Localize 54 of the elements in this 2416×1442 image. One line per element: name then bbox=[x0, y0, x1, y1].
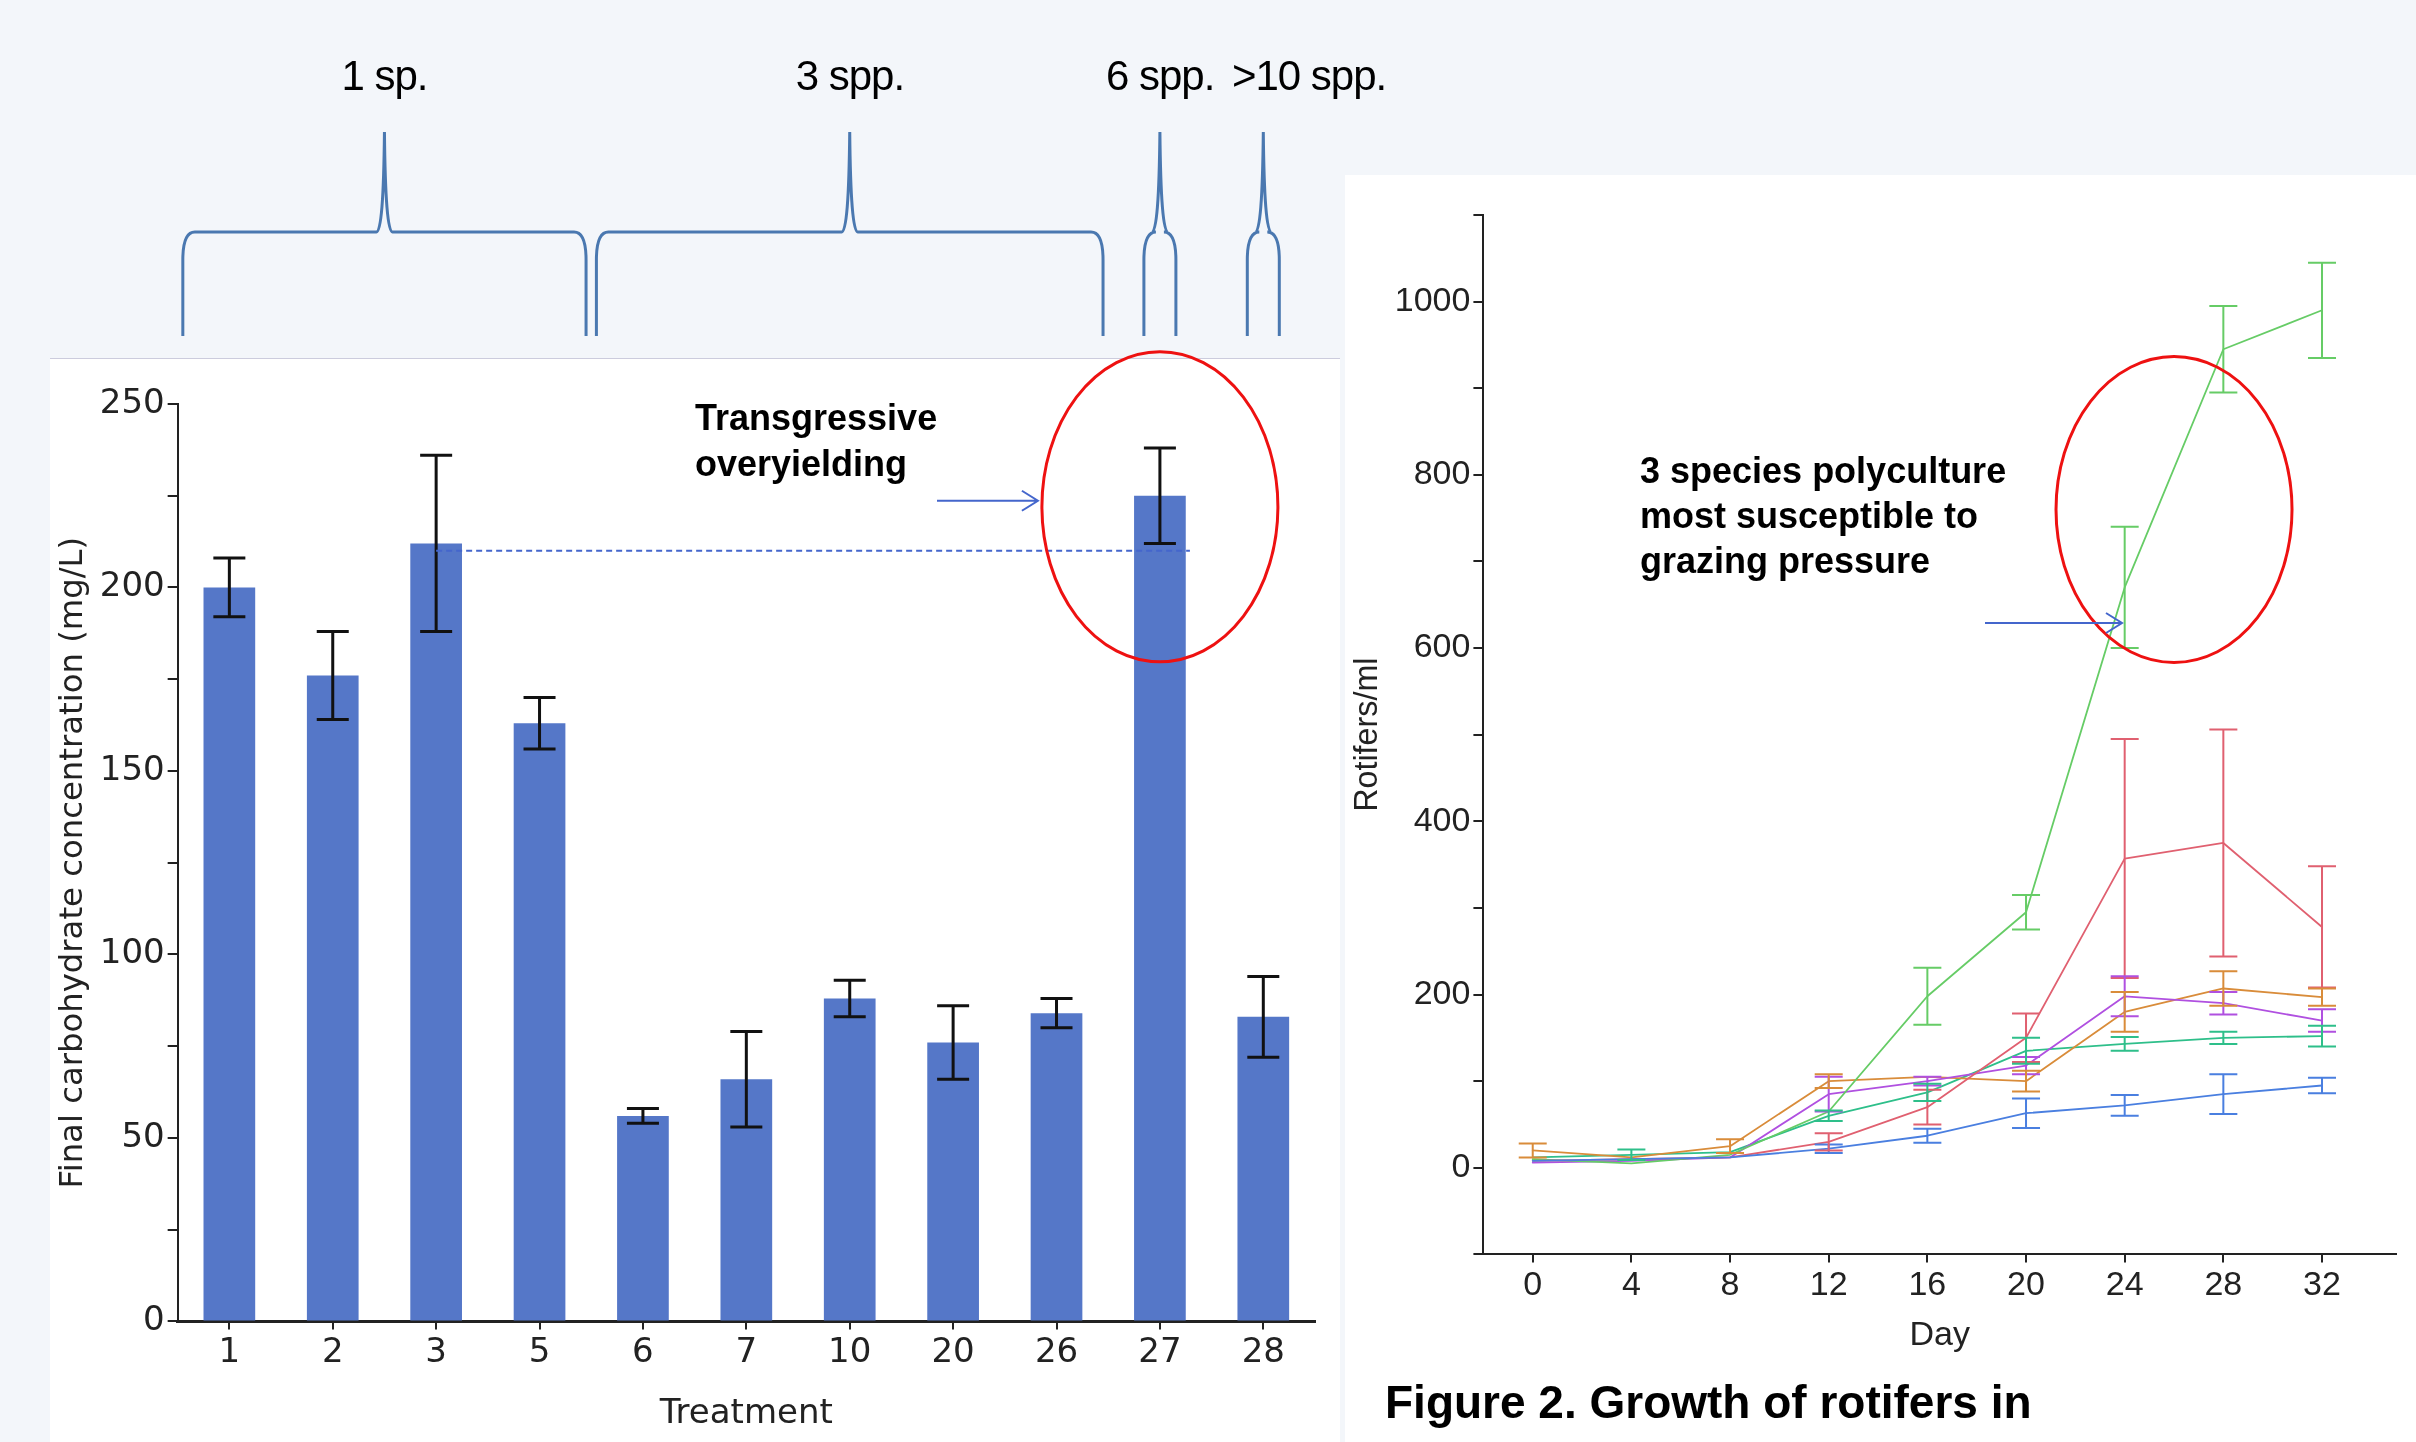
y-tick-label: 250 bbox=[99, 380, 165, 421]
bar bbox=[1134, 495, 1186, 1321]
x-tick-label: 7 bbox=[735, 1329, 758, 1370]
x-axis-title: Treatment bbox=[658, 1391, 833, 1432]
y-tick-label: 200 bbox=[99, 564, 165, 605]
x-tick-label: 16 bbox=[1908, 1264, 1947, 1303]
y-tick-label: 100 bbox=[99, 931, 165, 972]
x-tick-label: 3 bbox=[425, 1329, 447, 1370]
bar bbox=[410, 543, 462, 1321]
bar bbox=[203, 587, 256, 1321]
text: 6 spp. bbox=[1105, 52, 1215, 100]
y-tick-label: 1000 bbox=[1394, 279, 1471, 318]
x-tick-label: 20 bbox=[2007, 1264, 2045, 1303]
x-tick-label: 32 bbox=[2303, 1264, 2341, 1303]
x-axis-title: Day bbox=[1909, 1313, 1970, 1352]
bar bbox=[1030, 1013, 1083, 1321]
annotation: 3 species polyculture most susceptible to grazing pressure bbox=[1640, 449, 2008, 583]
y-tick-label: 50 bbox=[121, 1114, 165, 1155]
x-tick-label: 28 bbox=[1241, 1329, 1285, 1370]
x-tick-label: 26 bbox=[1034, 1329, 1079, 1370]
x-tick-label: 2 bbox=[321, 1329, 344, 1370]
y-axis-title: Rotifers/ml bbox=[1348, 657, 1385, 812]
bar bbox=[513, 723, 566, 1321]
x-tick-label: 27 bbox=[1138, 1329, 1182, 1370]
x-tick-label: 28 bbox=[2204, 1264, 2243, 1303]
x-tick-label: 12 bbox=[1809, 1264, 1848, 1303]
annotation: Transgressive overyielding bbox=[695, 396, 939, 486]
y-tick-label: 150 bbox=[99, 747, 165, 788]
bar bbox=[617, 1115, 669, 1321]
x-tick-label: 10 bbox=[828, 1329, 872, 1370]
text: 3 spp. bbox=[795, 52, 905, 100]
x-tick-label: 1 bbox=[218, 1329, 241, 1370]
x-tick-label: 20 bbox=[931, 1329, 975, 1370]
y-tick-label: 600 bbox=[1413, 626, 1471, 665]
text: 1 sp. bbox=[341, 52, 428, 100]
x-tick-label: 5 bbox=[528, 1329, 551, 1370]
y-tick-label: 400 bbox=[1413, 799, 1471, 838]
bar bbox=[720, 1079, 773, 1321]
x-tick-label: 8 bbox=[1720, 1264, 1740, 1303]
y-tick-label: 0 bbox=[143, 1298, 165, 1339]
x-tick-label: 24 bbox=[2105, 1264, 2144, 1303]
x-tick-label: 4 bbox=[1621, 1264, 1641, 1303]
text: >10 spp. bbox=[1231, 52, 1387, 100]
y-axis-title: Final carbohydrate concentration (mg/L) bbox=[51, 536, 90, 1189]
y-tick-label: 200 bbox=[1413, 972, 1471, 1011]
x-tick-label: 6 bbox=[632, 1329, 654, 1370]
bar bbox=[823, 998, 876, 1321]
bar bbox=[1237, 1016, 1290, 1321]
bar bbox=[306, 675, 359, 1321]
y-tick-label: 0 bbox=[1451, 1146, 1471, 1185]
x-tick-label: 0 bbox=[1523, 1264, 1543, 1303]
caption: Figure 2. Growth of rotifers in bbox=[1385, 1375, 2032, 1429]
bar bbox=[927, 1042, 979, 1321]
y-tick-label: 800 bbox=[1413, 453, 1471, 492]
